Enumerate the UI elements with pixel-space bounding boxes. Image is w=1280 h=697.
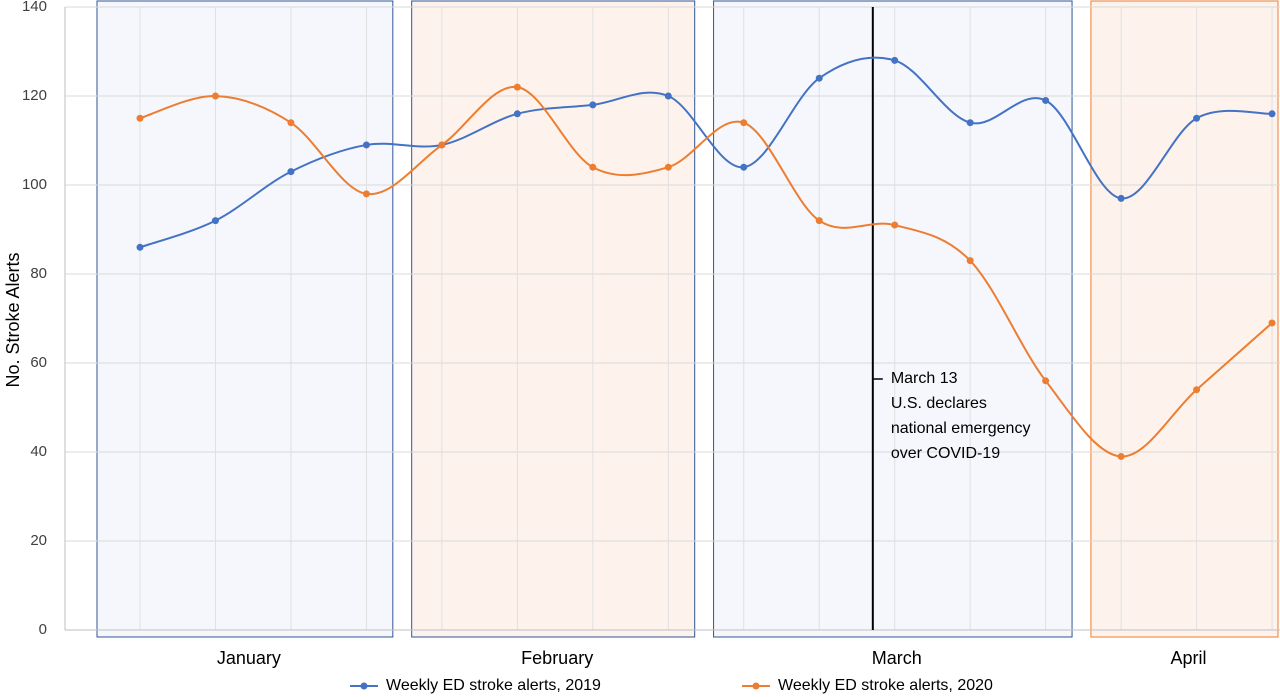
point	[287, 119, 295, 127]
point	[966, 257, 974, 265]
point	[211, 92, 219, 100]
point	[1117, 194, 1125, 202]
y-tick-label: 140	[22, 0, 47, 15]
y-tick-label: 60	[30, 354, 47, 371]
month-label: February	[521, 648, 593, 668]
point	[1193, 114, 1201, 122]
annotation-text: U.S. declares	[891, 395, 987, 412]
month-band	[96, 0, 394, 638]
point	[513, 110, 521, 118]
point	[1268, 110, 1276, 118]
series-line	[139, 86, 1273, 458]
legend-marker	[360, 682, 368, 690]
annotation-text: March 13	[891, 370, 958, 387]
month-band	[411, 0, 696, 638]
annotation-text: over COVID-19	[891, 445, 1000, 462]
point	[589, 163, 597, 171]
y-tick-label: 40	[30, 443, 47, 460]
point	[891, 56, 899, 64]
point	[211, 217, 219, 225]
point	[966, 119, 974, 127]
point	[664, 92, 672, 100]
point	[287, 168, 295, 176]
legend-label: Weekly ED stroke alerts, 2019	[386, 677, 601, 694]
y-tick-label: 100	[22, 176, 47, 193]
month-label: January	[217, 648, 281, 668]
point	[1117, 452, 1125, 460]
point	[891, 221, 899, 229]
y-tick-label: 80	[30, 265, 47, 282]
point	[438, 141, 446, 149]
y-tick-label: 120	[22, 87, 47, 104]
point	[136, 243, 144, 251]
point	[136, 114, 144, 122]
point	[1193, 386, 1201, 394]
point	[362, 190, 370, 198]
month-label: March	[872, 648, 922, 668]
point	[1042, 96, 1050, 104]
month-label: April	[1170, 648, 1206, 668]
point	[1268, 319, 1276, 327]
point	[362, 141, 370, 149]
point	[589, 101, 597, 109]
legend-label: Weekly ED stroke alerts, 2020	[778, 677, 993, 694]
point	[513, 83, 521, 91]
month-band	[1090, 0, 1279, 638]
annotation-text: national emergency	[891, 420, 1031, 437]
point	[740, 163, 748, 171]
point	[740, 119, 748, 127]
point	[1042, 377, 1050, 385]
legend-marker	[752, 682, 760, 690]
point	[664, 163, 672, 171]
y-tick-label: 20	[30, 532, 47, 549]
y-axis-label: No. Stroke Alerts	[3, 252, 23, 387]
point	[815, 74, 823, 82]
point	[815, 217, 823, 225]
y-tick-label: 0	[39, 621, 47, 638]
